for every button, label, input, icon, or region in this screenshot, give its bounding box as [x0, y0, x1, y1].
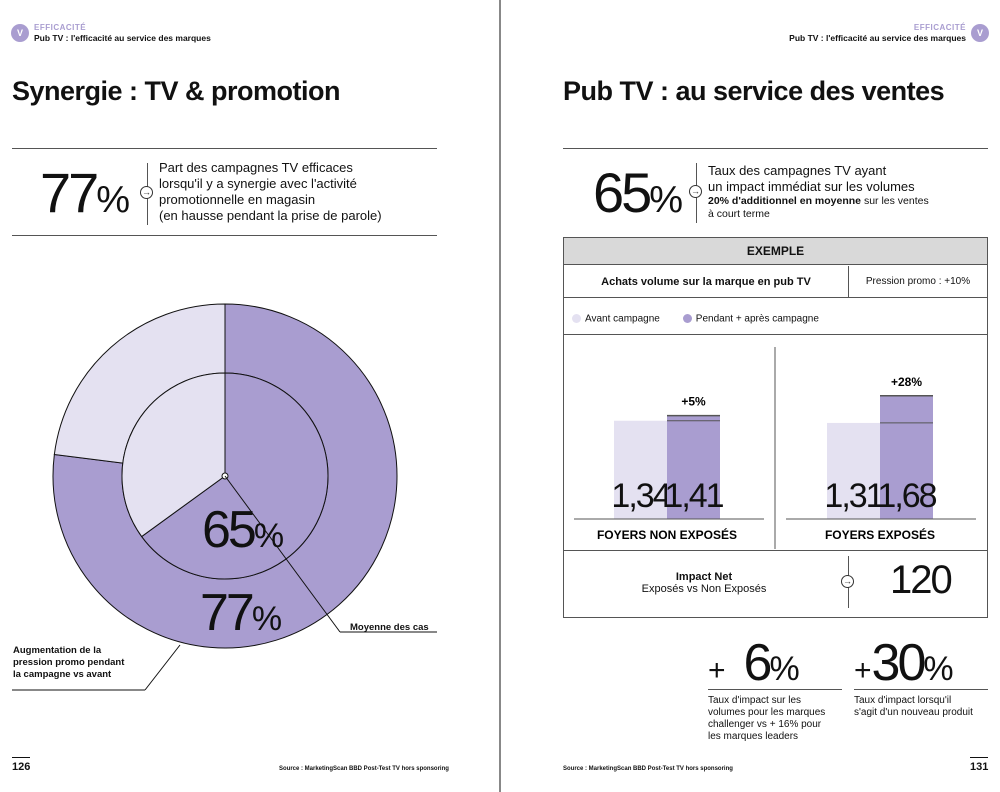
outer-ring-label: Augmentation de la pression promo pendan… — [13, 645, 125, 680]
page-number-rule — [970, 757, 988, 758]
impact-new-product-desc: Taux d'impact lorsqu'il s'agit d'un nouv… — [854, 695, 973, 718]
example-box — [563, 237, 988, 618]
page-spine — [499, 0, 501, 792]
legend-rule — [564, 334, 987, 335]
impact-challenger-desc: Taux d'impact sur les volumes pour les m… — [708, 695, 826, 742]
stat-top-rule — [563, 148, 988, 149]
legend-swatch-after — [682, 314, 692, 324]
inner-leader-line — [224, 475, 341, 633]
impact-new-product-rule — [854, 689, 988, 690]
bar-value-label: 1,31 — [824, 477, 883, 515]
bar-after — [880, 395, 933, 519]
stat-description: Part des campagnes TV efficaces lorsqu'i… — [159, 160, 382, 223]
change-label: +5% — [681, 395, 706, 409]
source-note: Source : MarketingScan BBD Post-Test TV … — [563, 766, 733, 772]
page-number-rule — [12, 757, 30, 758]
chapter-badge: V — [971, 24, 989, 42]
running-head: Pub TV : l'efficacité au service des mar… — [34, 33, 211, 43]
page-number: 126 — [12, 761, 31, 773]
page-title: Pub TV : au service des ventes — [563, 76, 945, 106]
donut-inner-value: 65% — [202, 501, 284, 559]
bar-value-label: 1,68 — [877, 477, 936, 515]
impact-net-value: 120 — [890, 558, 953, 602]
page-number: 131 — [970, 761, 989, 773]
arrow-right-icon: → — [841, 575, 854, 588]
impact-challenger-rule — [708, 689, 842, 690]
stat-top-rule — [12, 148, 437, 149]
arrow-right-icon: → — [689, 185, 702, 198]
bar-after — [667, 415, 720, 519]
donut-chart — [12, 303, 437, 691]
arrow-right-icon: → — [140, 186, 153, 199]
bar-value-label: 1,41 — [664, 477, 723, 515]
example-subtitle: Achats volume sur la marque en pub TV — [564, 266, 848, 298]
stat-bottom-rule — [12, 235, 437, 236]
running-head: Pub TV : l'efficacité au service des mar… — [789, 33, 966, 43]
outer-leader-line — [144, 644, 181, 691]
bar-before — [614, 420, 667, 519]
legend-label-after: Pendant + après campagne — [695, 313, 819, 325]
stat-description: Taux des campagnes TV ayant un impact im… — [708, 163, 929, 220]
donut-outer-value: 77% — [200, 584, 282, 642]
change-label: +28% — [891, 375, 922, 389]
legend: Avant campagne Pendant + après campagne — [572, 310, 819, 328]
cell-divider — [848, 266, 849, 298]
bar-value-label: 1,34 — [611, 477, 670, 515]
stat-number: 77% — [40, 161, 130, 224]
donut-inner-slice — [140, 372, 329, 580]
source-note: Source : MarketingScan BBD Post-Test TV … — [279, 766, 449, 772]
legend-label-before: Avant campagne — [585, 313, 660, 325]
bar-before — [827, 422, 880, 519]
impact-net-label: Impact Net Exposés vs Non Exposés — [641, 571, 767, 595]
donut-inner-rest — [121, 372, 226, 538]
section-kicker: EFFICACITÉ — [913, 23, 966, 32]
chapter-badge: V — [11, 24, 29, 42]
example-header: EXEMPLE — [564, 238, 987, 265]
category-label: FOYERS NON EXPOSÉS — [597, 527, 737, 542]
impact-new-product-value: +30% — [854, 634, 954, 692]
chart-bottom-rule — [564, 550, 987, 551]
pression-promo: Pression promo : +10% — [849, 266, 987, 298]
bar-chart: 1,34 +5% 1,41 FOYERS NON EXPOSÉS 1,31 +28% 1,6… — [574, 347, 976, 549]
stat-number: 65% — [593, 161, 683, 224]
category-label: FOYERS EXPOSÉS — [825, 527, 935, 542]
legend-swatch-before — [572, 314, 581, 324]
section-kicker: EFFICACITÉ — [34, 23, 87, 32]
page-title: Synergie : TV & promotion — [12, 76, 341, 106]
impact-challenger-value: +6% — [708, 634, 800, 692]
inner-ring-label: Moyenne des cas — [350, 622, 429, 633]
